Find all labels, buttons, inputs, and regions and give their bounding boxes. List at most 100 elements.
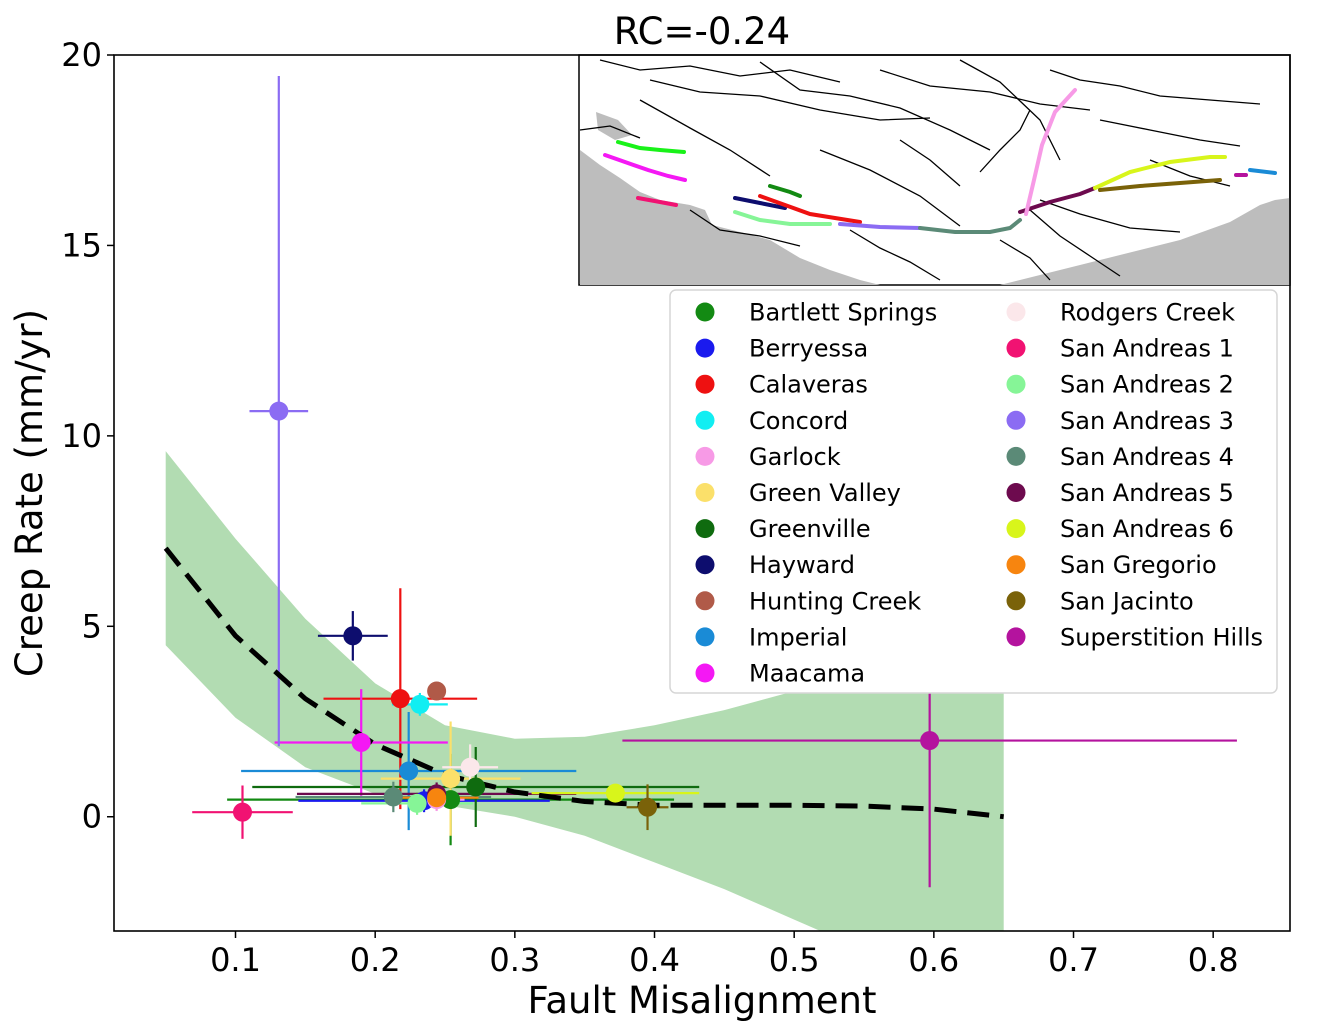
legend-label: San Gregorio: [1060, 551, 1217, 579]
x-tick-label: 0.3: [489, 941, 540, 979]
legend-marker: [695, 627, 715, 647]
y-axis-ticks: 0 5 10 15 20: [61, 36, 114, 836]
legend-entry: San Andreas 4: [1006, 443, 1234, 471]
data-point: [383, 787, 403, 807]
legend-marker: [695, 483, 715, 502]
legend-marker: [1006, 627, 1026, 647]
trend-line: [163, 546, 1004, 820]
x-axis-ticks: 0.1 0.2 0.3 0.4 0.5 0.6 0.7 0.8: [210, 931, 1239, 979]
confidence-band-layer: [165, 451, 1004, 931]
legend-label: San Andreas 3: [1060, 407, 1234, 435]
y-axis-label: Creep Rate (mm/yr): [8, 309, 51, 677]
legend-entry: San Andreas 1: [1006, 335, 1234, 363]
legend-label: San Andreas 4: [1060, 443, 1234, 471]
y-tick-label: 5: [82, 607, 102, 645]
legend: Bartlett Springs Berryessa Calaveras Concor…: [669, 289, 1278, 694]
legend-entry: San Andreas 5: [1006, 479, 1234, 507]
x-tick-label: 0.6: [908, 941, 959, 979]
legend-entry: San Andreas 6: [1006, 515, 1234, 543]
data-point: [605, 783, 625, 803]
legend-entry: San Gregorio: [1006, 551, 1217, 579]
legend-entry: Green Valley: [695, 479, 901, 507]
data-point: [460, 757, 480, 777]
legend-marker: [1006, 519, 1026, 539]
legend-marker: [1006, 302, 1026, 322]
fault-map-fault-traces: [603, 88, 1277, 234]
legend-label: San Andreas 2: [1060, 371, 1234, 399]
legend-entry: Superstition Hills: [1006, 623, 1263, 651]
legend-entry: Hayward: [695, 551, 855, 579]
legend-label: Hayward: [749, 551, 855, 579]
legend-label: Calaveras: [749, 371, 868, 399]
legend-marker: [695, 591, 715, 611]
legend-marker: [695, 338, 715, 358]
data-point: [399, 761, 419, 781]
legend-label: San Andreas 6: [1060, 515, 1234, 543]
data-point: [232, 802, 252, 822]
legend-label: Greenville: [749, 515, 871, 543]
legend-marker: [1006, 374, 1026, 394]
legend-items: Bartlett Springs Berryessa Calaveras Concor…: [695, 299, 1263, 688]
data-point: [427, 788, 447, 808]
x-tick-label: 0.7: [1048, 941, 1099, 979]
legend-marker: [1006, 410, 1026, 430]
confidence-band: [165, 451, 1004, 931]
legend-box: [669, 289, 1278, 694]
legend-entry: Maacama: [695, 660, 865, 688]
legend-label: Berryessa: [749, 335, 868, 363]
legend-label: Green Valley: [749, 479, 901, 507]
data-point: [638, 797, 658, 817]
legend-marker: [695, 555, 715, 575]
legend-marker: [695, 374, 715, 394]
plot-frame: [113, 54, 1291, 932]
legend-entry: Rodgers Creek: [1006, 299, 1235, 327]
data-point: [410, 694, 430, 714]
legend-marker: [1006, 591, 1026, 611]
legend-label: San Andreas 1: [1060, 335, 1234, 363]
legend-entry: San Jacinto: [1006, 587, 1194, 615]
legend-label: Superstition Hills: [1060, 623, 1263, 651]
legend-marker: [695, 663, 715, 683]
trend-line-layer: [163, 546, 1004, 820]
data-point: [427, 681, 447, 701]
legend-entry: San Andreas 2: [1006, 371, 1234, 399]
data-point: [343, 626, 363, 646]
fault-map-inset: [578, 54, 1291, 286]
legend-marker: [695, 519, 715, 539]
legend-marker: [1006, 338, 1026, 358]
y-tick-label: 0: [82, 798, 102, 836]
data-point: [920, 731, 940, 751]
data-point: [441, 769, 461, 789]
legend-marker: [1006, 483, 1026, 502]
data-point: [269, 401, 289, 421]
legend-entry: Imperial: [695, 623, 847, 651]
legend-entry: San Andreas 3: [1006, 407, 1234, 435]
legend-entry: Greenville: [695, 515, 871, 543]
data-point-layer: [232, 401, 940, 822]
legend-label: Bartlett Springs: [749, 299, 937, 327]
legend-label: Maacama: [749, 660, 865, 688]
legend-label: Hunting Creek: [749, 587, 921, 615]
legend-marker: [1006, 555, 1026, 575]
data-point: [407, 793, 427, 813]
legend-marker: [695, 446, 715, 466]
y-tick-label: 10: [61, 417, 102, 455]
x-tick-label: 0.8: [1188, 941, 1239, 979]
chart-title: RC=-0.24: [614, 10, 790, 53]
y-tick-label: 15: [61, 226, 102, 264]
legend-marker: [695, 302, 715, 322]
legend-label: Rodgers Creek: [1060, 299, 1235, 327]
legend-label: San Jacinto: [1060, 587, 1194, 615]
legend-entry: Calaveras: [695, 371, 868, 399]
data-point: [390, 689, 410, 709]
legend-label: Garlock: [749, 443, 841, 471]
x-tick-label: 0.5: [769, 941, 820, 979]
data-point: [466, 777, 486, 797]
legend-entry: Concord: [695, 407, 848, 435]
legend-entry: Garlock: [695, 443, 841, 471]
legend-entry: Bartlett Springs: [695, 299, 937, 327]
fault-map-faults: [579, 59, 1261, 281]
x-tick-label: 0.4: [629, 941, 680, 979]
x-tick-label: 0.2: [350, 941, 401, 979]
